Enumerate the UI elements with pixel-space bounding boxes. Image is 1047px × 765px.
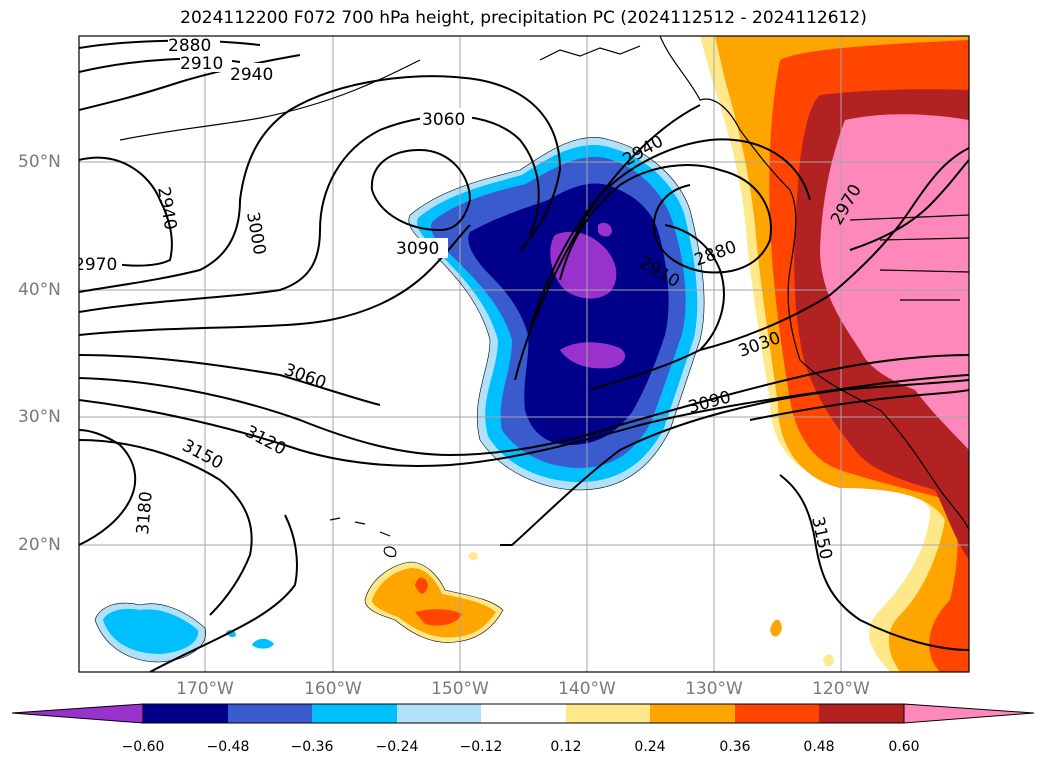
colorbar-extend-max bbox=[903, 703, 1035, 724]
colorbar-segment bbox=[735, 704, 819, 723]
colorbar-tick: −0.24 bbox=[375, 739, 419, 755]
contour-label: 3150 bbox=[179, 436, 227, 474]
colorbar-tick: −0.48 bbox=[206, 739, 250, 755]
colorbar-tick: −0.60 bbox=[121, 739, 165, 755]
precip-anomaly-neg-0.60c bbox=[598, 222, 612, 237]
contour-label: 3090 bbox=[396, 239, 439, 259]
lon-label: 120°W bbox=[812, 679, 870, 699]
contour-label: 3150 bbox=[807, 515, 836, 561]
lat-label: 30°N bbox=[18, 407, 61, 427]
precip-anomaly-0.60 bbox=[820, 114, 969, 450]
colorbar-segment bbox=[397, 704, 481, 723]
lat-label: 20°N bbox=[18, 535, 61, 555]
map-plot-area: 2880 2910 2940 2940 2970 3000 3060 3090 … bbox=[74, 36, 969, 672]
contour-label: 3090 bbox=[686, 387, 733, 418]
lon-label: 170°W bbox=[176, 679, 234, 699]
map-title: 2024112200 F072 700 hPa height, precipit… bbox=[180, 8, 867, 28]
map-frame bbox=[78, 35, 970, 673]
colorbar-tick: 0.24 bbox=[634, 739, 666, 755]
precip-anomaly-neg-sw-inner bbox=[103, 608, 199, 654]
graticule bbox=[79, 36, 969, 672]
lon-label: 160°W bbox=[304, 679, 362, 699]
precip-anomaly-neg-0.60a bbox=[550, 231, 617, 299]
colorbar-segment bbox=[312, 704, 397, 723]
contour-label: 2940 bbox=[230, 65, 273, 85]
precip-anomaly-neg-0.48 bbox=[468, 183, 669, 445]
colorbar-extend-min bbox=[11, 703, 144, 724]
contour-label: 2970 bbox=[74, 255, 117, 275]
colorbar-tick: 0.60 bbox=[888, 739, 920, 755]
colorbar-tick: −0.12 bbox=[459, 739, 503, 755]
contour-label: 3180 bbox=[133, 491, 157, 536]
height-contours bbox=[79, 39, 969, 672]
lon-label: 130°W bbox=[685, 679, 743, 699]
lat-label: 40°N bbox=[18, 280, 61, 300]
contour-label: 3060 bbox=[422, 110, 465, 130]
contour-label: 2880 bbox=[168, 36, 211, 56]
lat-label: 50°N bbox=[18, 152, 61, 172]
contour-label: 3120 bbox=[242, 422, 290, 460]
coastlines bbox=[119, 36, 969, 558]
colorbar-tick: 0.12 bbox=[550, 739, 582, 755]
colorbar-segment bbox=[566, 704, 650, 723]
colorbar bbox=[11, 703, 1035, 724]
colorbar-segment bbox=[228, 704, 312, 723]
colorbar-segment bbox=[819, 704, 904, 723]
colorbar-tick: 0.48 bbox=[803, 739, 835, 755]
contour-label: 2940 bbox=[153, 185, 180, 231]
lon-label: 140°W bbox=[558, 679, 616, 699]
colorbar-tick: −0.36 bbox=[290, 739, 334, 755]
contour-label: 3000 bbox=[242, 210, 269, 256]
colorbar-segment bbox=[650, 704, 735, 723]
colorbar-segment bbox=[481, 704, 566, 723]
precip-anomaly-neg-0.60b bbox=[560, 342, 626, 369]
colorbar-tick: 0.36 bbox=[719, 739, 751, 755]
contour-label: 2880 bbox=[692, 237, 739, 271]
colorbar-segment bbox=[143, 704, 228, 723]
contour-label: 2910 bbox=[180, 54, 223, 74]
lon-label: 150°W bbox=[431, 679, 489, 699]
contour-label: 3060 bbox=[281, 360, 328, 394]
